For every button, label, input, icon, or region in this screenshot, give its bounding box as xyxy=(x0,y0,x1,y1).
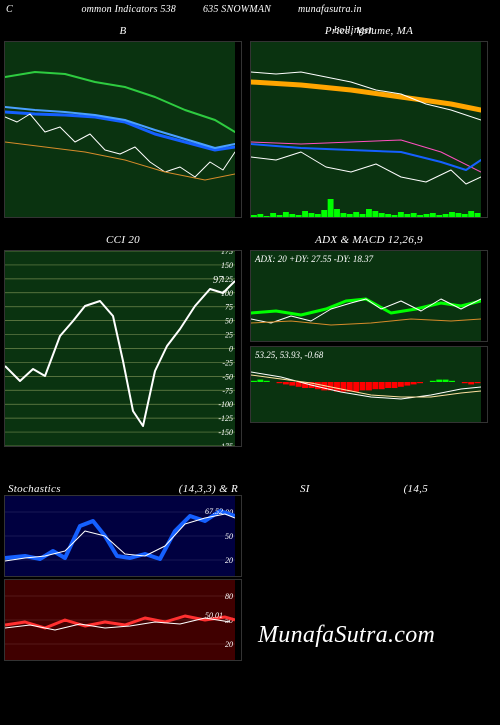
panel-price: Price, Volume, MA bollinger xyxy=(250,23,488,218)
panel-cci-title: CCI 20 xyxy=(4,232,242,250)
svg-text:97: 97 xyxy=(213,275,224,286)
svg-text:0: 0 xyxy=(229,345,233,354)
svg-text:175: 175 xyxy=(221,251,233,256)
svg-text:53.25, 53.93, -0.68: 53.25, 53.93, -0.68 xyxy=(255,350,324,360)
panel-adx-title: ADX & MACD 12,26,9 xyxy=(250,232,488,250)
svg-text:20: 20 xyxy=(225,556,233,565)
chart-stoch-top: 20508067.52 xyxy=(5,496,235,576)
svg-text:-175: -175 xyxy=(218,442,233,446)
svg-text:ADX: 20 +DY: 27.55 -DY: 18.3: ADX: 20 +DY: 27.55 -DY: 18.37 xyxy=(254,254,374,264)
svg-text:67.52: 67.52 xyxy=(205,507,223,516)
svg-text:50: 50 xyxy=(225,532,233,541)
watermark: MunafaSutra.com xyxy=(258,622,435,649)
panel-b: B xyxy=(4,23,242,218)
header-site: munafasutra.in xyxy=(298,4,362,15)
svg-text:-75: -75 xyxy=(222,386,233,395)
svg-text:-125: -125 xyxy=(218,414,233,423)
svg-text:50: 50 xyxy=(225,317,233,326)
svg-text:-50: -50 xyxy=(222,372,233,381)
svg-text:20: 20 xyxy=(225,640,233,649)
chart-cci: -175-150-125-100-75-50-25025507510012515… xyxy=(5,251,235,446)
panel-adx: ADX & MACD 12,26,9 ADX: 20 +DY: 27.55 -D… xyxy=(250,232,488,447)
svg-text:25: 25 xyxy=(225,331,233,340)
chart-macd: 53.25, 53.93, -0.68 xyxy=(251,347,481,422)
svg-text:50.01: 50.01 xyxy=(205,611,223,620)
chart-adx: ADX: 20 +DY: 27.55 -DY: 18.37 xyxy=(251,251,481,341)
panel-stoch: Stochastics (14,3,3) & R 20 50 80 67.52 20 5… xyxy=(4,483,242,661)
chart-b xyxy=(5,42,235,217)
panel-cci: CCI 20 -175 -150 -125 -100 -75 -50 -25 0 25 50 75 1… xyxy=(4,232,242,447)
svg-text:-150: -150 xyxy=(218,428,233,437)
chart-stoch-bottom: 20508050.01 xyxy=(5,580,235,660)
header-ind: ommon Indicators 538 xyxy=(26,4,176,15)
svg-text:150: 150 xyxy=(221,261,233,270)
panel-stoch-title: Stochastics (14,3,3) & R xyxy=(4,483,242,495)
header-left: C xyxy=(6,4,20,15)
svg-text:-100: -100 xyxy=(218,400,233,409)
svg-text:80: 80 xyxy=(225,592,233,601)
panel-b-title: B xyxy=(4,23,242,41)
svg-text:75: 75 xyxy=(225,303,233,312)
page-header: C ommon Indicators 538 635 SNOWMAN munaf… xyxy=(0,0,500,19)
svg-text:-25: -25 xyxy=(222,358,233,367)
panel-price-title: Price, Volume, MA bollinger xyxy=(250,23,488,41)
chart-price xyxy=(251,42,481,217)
header-sym: 635 SNOWMAN xyxy=(182,4,292,15)
